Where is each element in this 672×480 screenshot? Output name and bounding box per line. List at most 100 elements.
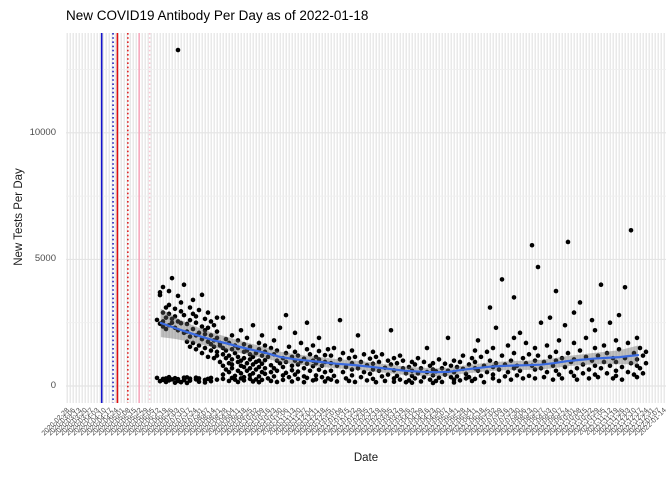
data-point [340,369,346,375]
x-tick-label: 2021-03-05 [363,407,395,438]
data-point [208,378,214,384]
data-point [187,334,193,339]
data-point [436,357,442,362]
data-point [580,371,586,376]
x-tick-label: 2021-12-24 [619,407,651,438]
data-point [544,343,550,348]
data-point [424,345,430,351]
data-point [481,379,487,385]
data-point [475,368,481,374]
data-point [520,376,526,381]
data-point [556,338,562,343]
data-point [298,340,304,346]
data-point [496,378,502,384]
data-point [259,333,265,338]
data-point [178,320,184,326]
data-point [514,373,520,378]
data-point [463,371,469,377]
data-point [283,359,289,365]
x-tick-label: 2020-05-01 [95,407,126,438]
data-point [202,380,208,385]
data-point [577,348,583,353]
data-point [250,322,256,328]
data-point [373,379,379,385]
data-point [508,377,514,382]
data-point [187,317,193,323]
data-point [352,354,358,360]
data-point [229,333,235,338]
data-point [430,373,436,378]
data-point [271,338,277,343]
data-point [634,374,640,380]
x-tick-label: 2021-11-05 [577,407,608,437]
data-point [220,372,226,377]
data-point [259,361,265,367]
data-point [265,376,271,381]
x-tick-label: 2020-10-23 [247,407,279,438]
data-point [313,354,319,360]
x-tick-label: 2020-07-31 [174,407,206,438]
data-point [274,358,280,363]
data-point [322,369,328,375]
data-point [307,352,313,357]
data-point [451,380,457,385]
x-tick-label: 2021-08-06 [497,407,529,438]
x-tick-label: 2021-09-10 [528,407,559,438]
x-tick-label: 2021-11-12 [583,407,614,437]
data-point [163,315,169,320]
data-point [277,360,283,366]
x-tick-label: 2021-02-26 [357,407,388,438]
data-point [208,375,214,381]
data-point [268,369,274,375]
data-point [475,338,481,343]
data-point [346,355,352,361]
data-point [316,348,322,354]
data-point [370,349,376,355]
data-point [241,355,247,361]
data-point [505,343,511,348]
data-point [583,335,589,341]
data-point [484,349,490,355]
data-point [223,367,229,372]
data-point [172,314,178,319]
data-point [235,379,241,385]
x-tick-label: 2021-11-26 [595,407,626,437]
data-point [550,363,556,369]
data-point [364,378,370,383]
data-point [328,353,334,358]
x-tick-label: 2020-07-24 [168,407,199,438]
data-point [256,340,262,346]
data-point [487,358,493,363]
data-point [361,352,367,357]
data-point [214,315,220,320]
data-point [391,376,397,381]
data-point [316,335,322,341]
data-point [613,373,619,379]
data-point [190,340,196,346]
x-tick-label: 2021-07-16 [479,407,510,438]
data-point [220,345,226,351]
data-point [586,367,592,372]
data-point [511,365,517,371]
data-point [244,368,250,374]
data-point [493,360,499,366]
data-point [535,264,541,270]
smooth-confidence-ribbon [160,308,639,377]
data-point [607,320,613,326]
x-tick-label: 2020-04-24 [89,407,120,438]
data-point [388,328,394,333]
data-point [316,367,322,373]
data-point [220,363,226,369]
data-point [613,359,619,365]
data-point [160,324,166,329]
y-tick-label: 0 [50,380,56,391]
data-point [343,376,349,381]
data-point [526,373,532,379]
plot-panel [66,33,666,403]
data-point [301,379,307,385]
x-tick-label: 2021-06-11 [449,407,480,437]
x-tick-label: 2020-09-25 [223,407,254,438]
data-point [169,320,175,326]
data-point [580,362,586,367]
